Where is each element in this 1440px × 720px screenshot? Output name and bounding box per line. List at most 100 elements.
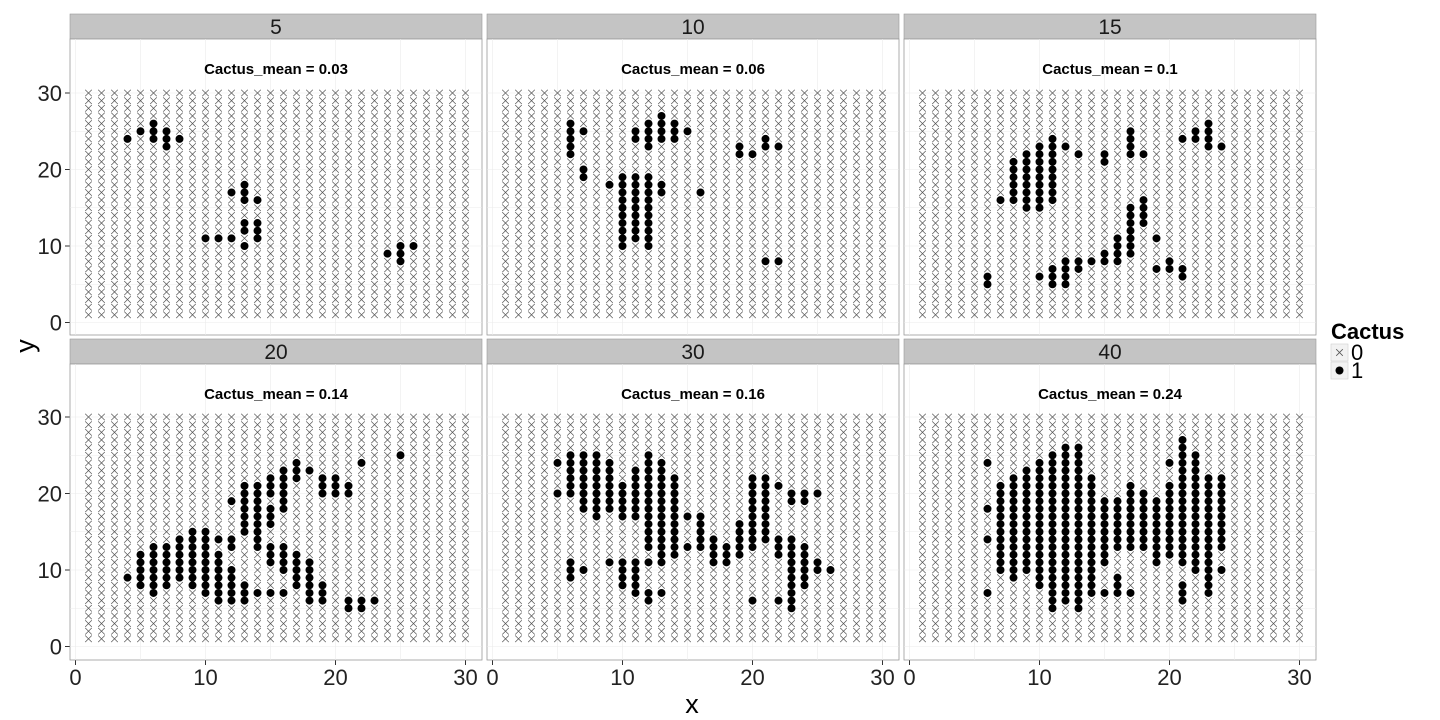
cactus-1-point bbox=[787, 604, 796, 613]
cactus-0-point bbox=[214, 227, 223, 235]
cactus-0-point bbox=[214, 211, 223, 219]
cactus-0-point bbox=[761, 112, 770, 120]
cactus-1-point bbox=[605, 481, 614, 490]
cactus-0-point bbox=[435, 250, 444, 258]
cactus-1-point bbox=[266, 558, 275, 567]
cactus-1-point bbox=[227, 566, 236, 574]
cactus-0-point bbox=[123, 288, 132, 296]
cactus-1-point bbox=[1100, 150, 1109, 159]
cactus-0-point bbox=[240, 204, 249, 212]
cactus-0-point bbox=[331, 311, 340, 319]
cactus-0-point bbox=[501, 181, 510, 189]
cactus-0-point bbox=[566, 104, 575, 112]
cactus-0-point bbox=[787, 311, 796, 319]
cactus-0-point bbox=[162, 150, 171, 158]
cactus-0-point bbox=[214, 250, 223, 258]
cactus-0-point bbox=[123, 211, 132, 219]
cactus-0-point bbox=[357, 165, 366, 174]
cactus-0-point bbox=[774, 242, 783, 250]
cactus-0-point bbox=[761, 234, 770, 242]
cactus-0-point bbox=[162, 196, 171, 204]
cactus-0-point bbox=[501, 112, 510, 120]
cactus-0-point bbox=[553, 234, 562, 242]
cactus-0-point bbox=[201, 165, 210, 174]
cactus-0-point bbox=[344, 303, 353, 311]
cactus-0-point bbox=[97, 257, 106, 265]
cactus-0-point bbox=[110, 265, 119, 273]
cactus-1-point bbox=[292, 458, 301, 467]
cactus-0-point bbox=[396, 181, 405, 189]
cactus-0-point bbox=[370, 158, 379, 166]
cactus-0-point bbox=[331, 173, 340, 181]
cactus-0-point bbox=[175, 196, 184, 204]
cactus-1-point bbox=[579, 474, 588, 483]
cactus-1-point bbox=[618, 581, 627, 590]
cactus-0-point bbox=[396, 311, 405, 319]
cactus-1-point bbox=[240, 219, 249, 228]
cactus-0-point bbox=[579, 227, 588, 235]
cactus-0-point bbox=[448, 303, 457, 311]
cactus-1-point bbox=[253, 543, 262, 552]
cactus-1-point bbox=[657, 550, 666, 559]
cactus-0-point bbox=[709, 104, 718, 112]
cactus-0-point bbox=[670, 97, 679, 105]
cactus-0-point bbox=[110, 165, 119, 174]
cactus-0-point bbox=[501, 188, 510, 196]
cactus-0-point bbox=[383, 219, 392, 227]
cactus-0-point bbox=[318, 296, 327, 304]
cactus-0-point bbox=[839, 296, 848, 304]
cactus-0-point bbox=[501, 296, 510, 304]
cactus-0-point bbox=[84, 242, 93, 250]
cactus-0-point bbox=[331, 112, 340, 120]
cactus-0-point bbox=[227, 196, 236, 204]
cactus-0-point bbox=[422, 165, 431, 174]
cactus-0-point bbox=[566, 219, 575, 227]
cactus-0-point bbox=[253, 143, 262, 151]
cactus-1-point bbox=[566, 134, 575, 143]
cactus-0-point bbox=[683, 211, 692, 219]
cactus-0-point bbox=[514, 165, 523, 174]
cactus-1-point bbox=[657, 134, 666, 143]
cactus-0-point bbox=[253, 97, 262, 105]
cactus-0-point bbox=[540, 104, 549, 112]
cactus-0-point bbox=[279, 181, 288, 189]
cactus-1-point bbox=[201, 581, 210, 590]
cactus-0-point bbox=[136, 303, 145, 311]
cactus-0-point bbox=[214, 204, 223, 212]
cactus-0-point bbox=[631, 165, 640, 174]
cactus-0-point bbox=[527, 257, 536, 265]
cactus-0-point bbox=[136, 311, 145, 319]
cactus-0-point bbox=[240, 173, 249, 181]
cactus-1-point bbox=[201, 527, 210, 536]
cactus-0-point bbox=[826, 204, 835, 212]
cactus-1-point bbox=[214, 573, 223, 582]
cactus-0-point bbox=[709, 97, 718, 105]
cactus-1-point bbox=[748, 527, 757, 536]
cactus-0-point bbox=[774, 280, 783, 288]
cactus-0-point bbox=[461, 196, 470, 204]
cactus-0-point bbox=[501, 288, 510, 296]
cactus-1-point bbox=[136, 558, 145, 567]
cactus-0-point bbox=[722, 120, 731, 128]
cactus-0-point bbox=[605, 211, 614, 219]
cactus-0-point bbox=[657, 173, 666, 181]
cactus-0-point bbox=[409, 280, 418, 288]
cactus-1-point bbox=[240, 226, 249, 235]
cactus-0-point bbox=[839, 158, 848, 166]
cactus-1-point bbox=[253, 196, 262, 205]
cactus-0-point bbox=[605, 219, 614, 227]
cactus-0-point bbox=[370, 273, 379, 281]
cactus-0-point bbox=[761, 89, 770, 97]
cactus-0-point bbox=[136, 265, 145, 273]
cactus-0-point bbox=[305, 227, 314, 235]
cactus-0-point bbox=[409, 296, 418, 304]
cactus-0-point bbox=[123, 273, 132, 281]
cactus-1-point bbox=[162, 566, 171, 574]
cactus-0-point bbox=[370, 127, 379, 135]
cactus-1-point bbox=[1009, 157, 1018, 166]
cactus-1-point bbox=[618, 512, 627, 521]
cactus-0-point bbox=[553, 242, 562, 250]
cactus-1-point bbox=[579, 458, 588, 467]
cactus-0-point bbox=[722, 188, 731, 196]
cactus-0-point bbox=[579, 288, 588, 296]
